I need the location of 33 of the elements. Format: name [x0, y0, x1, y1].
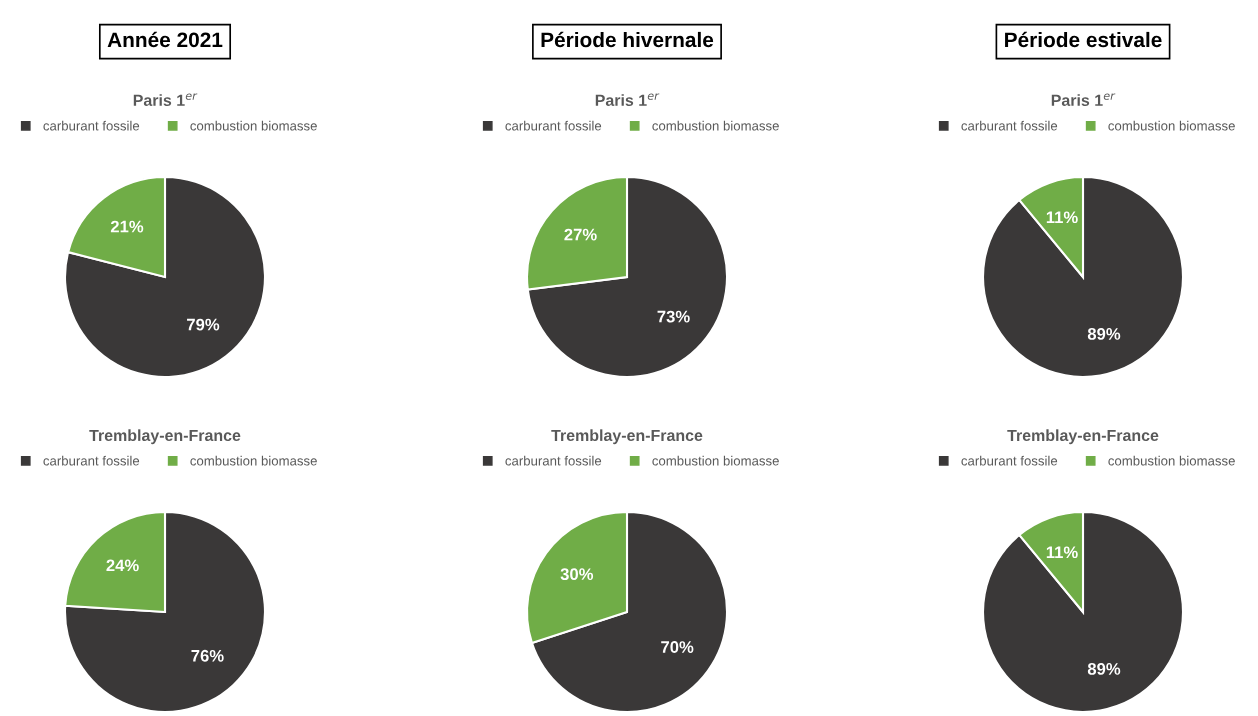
text: Période estivale — [1005, 31, 1162, 48]
legend-label: combustion biomasse — [1108, 120, 1235, 131]
legend-label: carburant fossile — [961, 120, 1058, 131]
data-label: 89% — [1087, 328, 1121, 340]
text: Année 2021 — [107, 31, 223, 48]
legend-label: combustion biomasse — [190, 455, 317, 466]
chart-title: Paris 1$^{er}$ — [595, 93, 660, 106]
legend-label: combustion biomasse — [652, 455, 779, 466]
legend-label: combustion biomasse — [652, 120, 779, 131]
chart-title: Tremblay-en-France — [551, 429, 703, 445]
legend-label: carburant fossile — [505, 120, 602, 131]
data-label: 11% — [1046, 546, 1078, 559]
data-label: 79% — [187, 318, 220, 331]
chart-title: Tremblay-en-France — [1007, 429, 1159, 445]
legend-label: carburant fossile — [505, 455, 602, 466]
legend-label: carburant fossile — [43, 120, 140, 131]
data-label: 11% — [1046, 211, 1078, 224]
text: Période hivernale — [541, 31, 714, 48]
legend-label: carburant fossile — [43, 455, 140, 466]
data-label: 76% — [191, 649, 224, 662]
data-label: 70% — [661, 641, 694, 653]
data-label: 21% — [110, 220, 144, 233]
data-label: 89% — [1087, 663, 1121, 675]
data-label: 73% — [657, 310, 690, 323]
chart-title: Tremblay-en-France — [89, 429, 241, 445]
data-label: 30% — [560, 568, 594, 581]
legend-label: carburant fossile — [961, 455, 1058, 466]
chart-title: Paris 1$^{er}$ — [1051, 93, 1116, 106]
data-label: 27% — [564, 228, 597, 241]
chart-title: Paris 1$^{er}$ — [133, 93, 198, 106]
legend-label: combustion biomasse — [1108, 455, 1235, 466]
data-label: 24% — [106, 559, 139, 572]
legend-label: combustion biomasse — [190, 120, 317, 131]
